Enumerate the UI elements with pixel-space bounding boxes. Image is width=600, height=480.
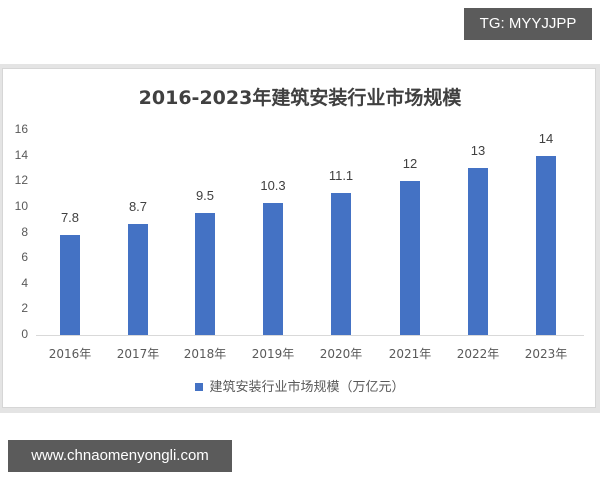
bar <box>331 192 351 335</box>
chart-frame <box>0 64 600 413</box>
legend: 建筑安装行业市场规模（万亿元） <box>0 376 600 395</box>
x-tick-label: 2016年 <box>48 347 92 361</box>
data-label: 14 <box>538 130 554 146</box>
data-label: 11.1 <box>328 167 354 183</box>
tg-watermark: TG: MYYJJPP <box>464 8 592 40</box>
y-tick-label: 8 <box>21 224 28 239</box>
data-label: 8.7 <box>128 198 148 214</box>
data-label: 10.3 <box>260 178 286 194</box>
x-tick-label: 2017年 <box>116 347 160 361</box>
y-tick-label: 2 <box>21 301 28 316</box>
legend-swatch <box>195 382 204 391</box>
x-tick-label: 2020年 <box>319 347 363 361</box>
y-tick-label: 12 <box>14 173 28 188</box>
data-label: 9.5 <box>195 188 215 204</box>
x-tick-label: 2021年 <box>388 347 432 361</box>
y-tick-label: 14 <box>14 147 28 162</box>
chart-area <box>2 68 596 408</box>
y-tick-label: 10 <box>14 198 28 213</box>
data-label: 7.8 <box>60 210 80 226</box>
legend-label: 建筑安装行业市场规模（万亿元） <box>209 380 405 395</box>
x-tick-label: 2022年 <box>456 347 500 361</box>
bar <box>468 168 488 335</box>
x-axis-line <box>36 335 584 336</box>
bar <box>536 155 556 335</box>
y-tick-label: 16 <box>14 122 28 136</box>
data-label: 13 <box>470 143 486 159</box>
y-tick-label: 4 <box>21 275 28 290</box>
bar <box>263 203 283 335</box>
y-tick-label: 0 <box>21 327 28 341</box>
data-label: 12 <box>402 156 418 172</box>
bar <box>60 235 80 335</box>
x-tick-label: 2023年 <box>524 347 568 361</box>
x-tick-label: 2018年 <box>183 347 227 361</box>
bar <box>195 213 215 335</box>
chart-title: 2016-2023年建筑安装行业市场规模 <box>138 87 462 109</box>
site-watermark: www.chnaomenyongli.com <box>8 440 232 472</box>
bar <box>128 223 148 335</box>
bar <box>400 181 420 335</box>
y-tick-label: 6 <box>21 250 28 265</box>
x-tick-label: 2019年 <box>251 347 295 361</box>
